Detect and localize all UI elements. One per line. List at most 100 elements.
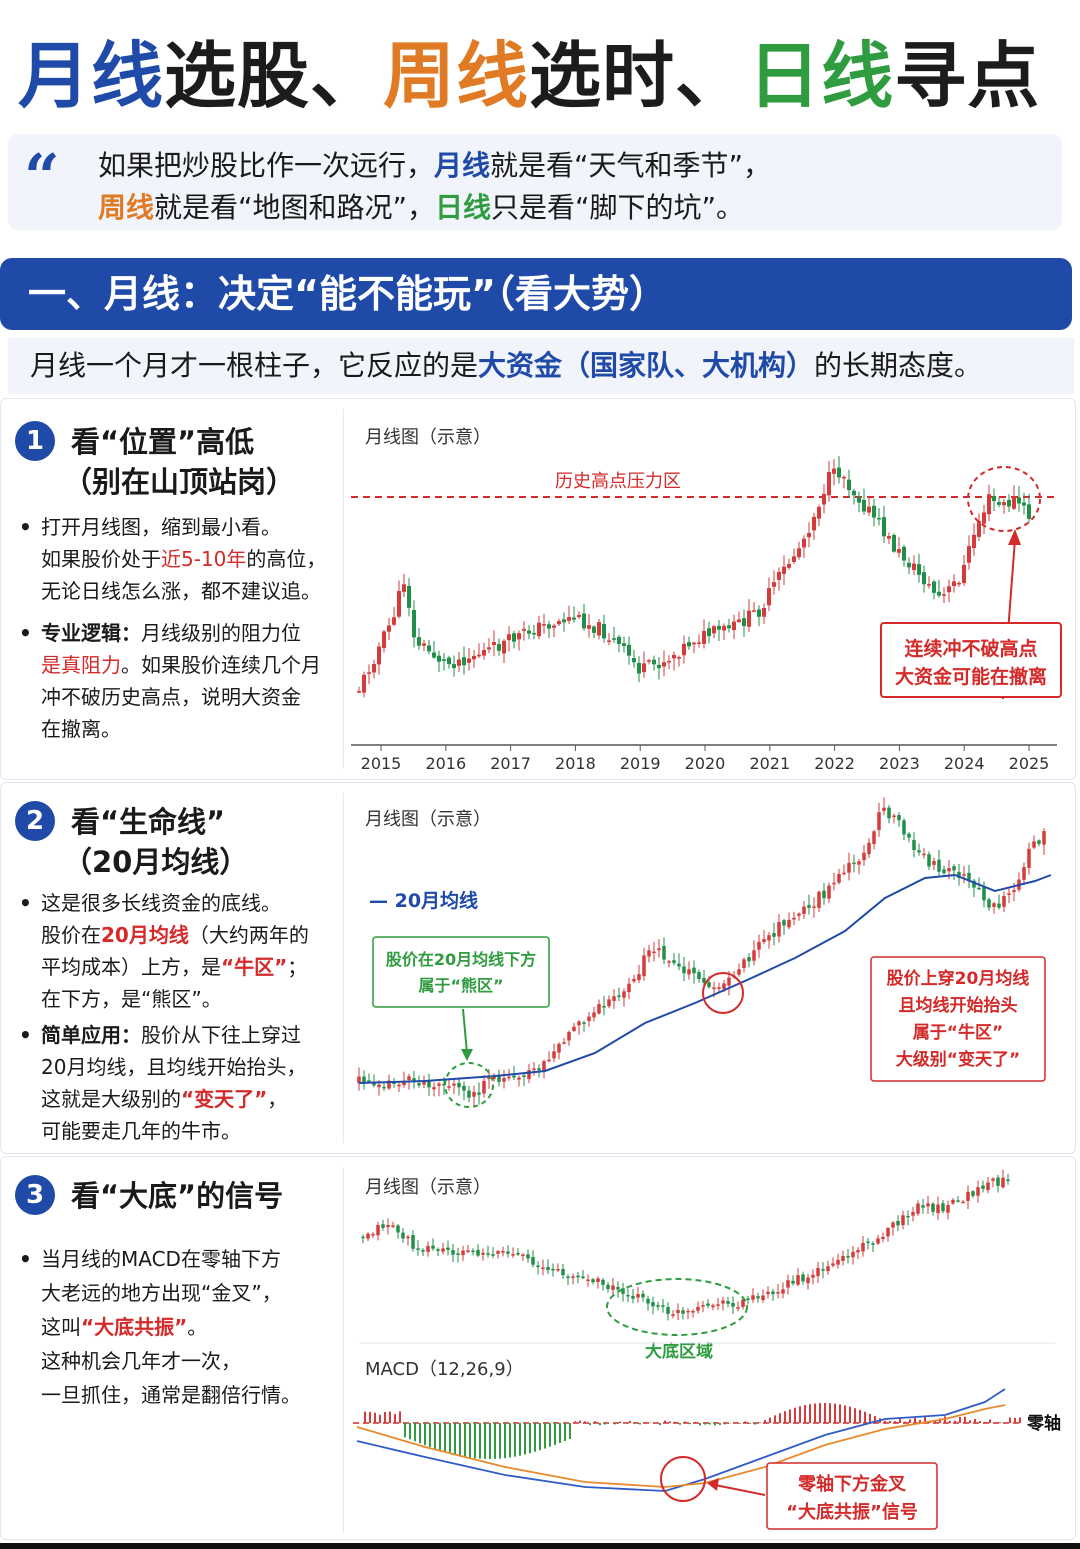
macd-bar (569, 1423, 571, 1439)
candle (792, 556, 796, 562)
candle (581, 1276, 585, 1279)
candle (782, 920, 786, 926)
macd-bar (514, 1423, 516, 1457)
candle (427, 1080, 431, 1088)
candle (377, 1084, 381, 1088)
candle (677, 657, 681, 659)
candle (432, 1087, 436, 1090)
macd-bar (824, 1403, 826, 1423)
candle (657, 664, 661, 669)
candle (692, 642, 696, 645)
candle (606, 1284, 610, 1290)
intro-text: 的长期态度。 (814, 349, 983, 382)
macd-bar (409, 1423, 411, 1440)
macd-bar (734, 1422, 736, 1423)
quote-monthly: 月线 (434, 149, 491, 182)
quote-daily: 日线 (435, 191, 492, 224)
candle (872, 505, 876, 518)
candle (947, 868, 951, 872)
candle (812, 516, 816, 531)
quote-text: 就是看“天气和季节”， (490, 149, 772, 182)
candle (947, 586, 951, 593)
zero-axis-label: 零轴 (1026, 1413, 1061, 1434)
candle (531, 1257, 535, 1265)
macd-bar (889, 1420, 891, 1423)
candle (771, 1291, 775, 1295)
candle (922, 853, 926, 856)
candle (577, 614, 581, 618)
macd-bar (619, 1421, 621, 1423)
macd-bar (899, 1417, 901, 1423)
candle (717, 987, 721, 989)
callout-text: “大底共振”信号 (786, 1501, 918, 1523)
candle (916, 1203, 920, 1214)
candle (897, 815, 901, 821)
candle (831, 1263, 835, 1266)
candle (786, 1280, 790, 1288)
candle (627, 983, 631, 993)
bottom-edge (0, 1543, 1080, 1549)
candle (906, 1215, 910, 1218)
section-1-panel: 1 看“位置”高低 （别在山顶站岗） • 打开月线图，缩到最小看。 如果股价处于… (0, 398, 1076, 780)
candle (631, 1295, 635, 1299)
candle (912, 839, 916, 851)
candle (911, 1212, 915, 1216)
candle (481, 1252, 485, 1255)
candle (431, 1245, 435, 1249)
candle (446, 1247, 450, 1250)
candle (936, 1204, 940, 1214)
candle (587, 1016, 591, 1022)
candle (977, 887, 981, 890)
candle (971, 1191, 975, 1196)
candle (602, 624, 606, 639)
candle (832, 468, 836, 474)
callout-text: 连续冲不破高点 (904, 637, 1037, 660)
candle (572, 617, 576, 620)
candle (451, 1250, 455, 1255)
callout-box (880, 622, 1062, 698)
candle (762, 939, 766, 943)
macd-bar (919, 1420, 921, 1423)
candle (857, 861, 861, 865)
bullet-text: 无论日线怎么涨，都不建议追。 (41, 579, 321, 603)
step-number-badge: 2 (15, 801, 55, 841)
macd-bar (904, 1421, 906, 1423)
bullet-text: 打开月线图，缩到最小看。 (41, 515, 281, 539)
candle (621, 1288, 625, 1294)
candle (827, 472, 831, 496)
candle (612, 638, 616, 640)
candle (932, 581, 936, 593)
macd-bar (694, 1421, 696, 1423)
candle (476, 1249, 480, 1256)
candle (357, 1076, 361, 1084)
candle (716, 1304, 720, 1306)
candle (552, 1051, 556, 1059)
candle (777, 571, 781, 580)
candle (502, 1078, 506, 1082)
candle (456, 1253, 460, 1255)
candle (571, 1276, 575, 1278)
x-tick-label: 2024 (944, 754, 985, 773)
title-part: 选股、 (164, 34, 384, 118)
macd-bar (559, 1423, 561, 1443)
bullet-text: 可能要走几年的牛市。 (41, 1119, 241, 1143)
candle (986, 1182, 990, 1191)
bullet-text: 股价在20月均线（大约两年的 (41, 923, 309, 947)
macd-bar (814, 1403, 816, 1423)
candle (592, 1012, 596, 1018)
candle (977, 521, 981, 537)
macd-bar (584, 1421, 586, 1423)
candle (572, 1026, 576, 1031)
macd-bar (494, 1423, 496, 1459)
macd-bar (504, 1423, 506, 1459)
candle (602, 1005, 606, 1008)
candle (662, 662, 666, 667)
quote-line-2: 周线就是看“地图和路况”，日线只是看“脚下的坑”。 (98, 186, 744, 226)
candle (802, 538, 806, 548)
quote-line-1: 如果把炒股比作一次远行，月线就是看“天气和季节”， (98, 144, 771, 184)
candle (996, 1177, 1000, 1186)
candle (746, 1298, 750, 1301)
bottom-zone-ellipse (606, 1278, 748, 1336)
candle (501, 1251, 505, 1253)
macd-bar (949, 1420, 951, 1423)
